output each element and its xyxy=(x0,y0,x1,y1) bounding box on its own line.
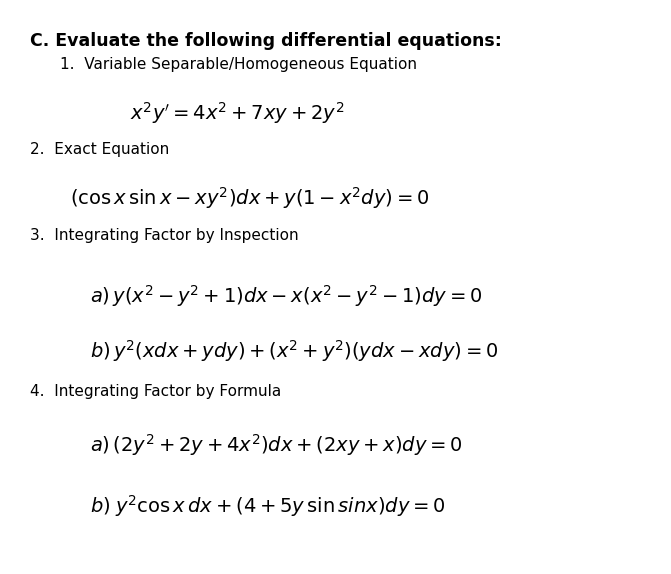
Text: $a)\,y(x^2 - y^2 + 1)dx - x(x^2 - y^2 - 1)dy = 0$: $a)\,y(x^2 - y^2 + 1)dx - x(x^2 - y^2 - … xyxy=(90,283,482,309)
Text: 1.  Variable Separable/Homogeneous Equation: 1. Variable Separable/Homogeneous Equati… xyxy=(60,57,417,72)
Text: C. Evaluate the following differential equations:: C. Evaluate the following differential e… xyxy=(30,32,502,50)
Text: 4.  Integrating Factor by Formula: 4. Integrating Factor by Formula xyxy=(30,384,281,399)
Text: $b)\;y^2\cos x\,dx + (4 + 5y\,\mathrm{sin}\,sinx)dy = 0$: $b)\;y^2\cos x\,dx + (4 + 5y\,\mathrm{si… xyxy=(90,493,446,519)
Text: 3.  Integrating Factor by Inspection: 3. Integrating Factor by Inspection xyxy=(30,228,299,243)
Text: $x^2y' = 4x^2 + 7xy + 2y^2$: $x^2y' = 4x^2 + 7xy + 2y^2$ xyxy=(130,100,344,126)
Text: $b)\,y^2(xdx + ydy) + (x^2 + y^2)(ydx - xdy) = 0$: $b)\,y^2(xdx + ydy) + (x^2 + y^2)(ydx - … xyxy=(90,338,499,364)
Text: 2.  Exact Equation: 2. Exact Equation xyxy=(30,142,169,157)
Text: $(\mathrm{cos}\, x\, \mathrm{sin}\, x - xy^2)dx + y(1 - x^2dy) = 0$: $(\mathrm{cos}\, x\, \mathrm{sin}\, x - … xyxy=(70,185,429,211)
Text: $a)\,(2y^2 + 2y + 4x^2)dx + (2xy + x)dy = 0$: $a)\,(2y^2 + 2y + 4x^2)dx + (2xy + x)dy … xyxy=(90,432,463,458)
